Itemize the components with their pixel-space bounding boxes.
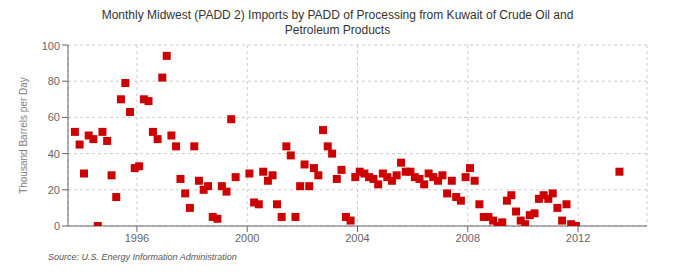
svg-text:80: 80: [48, 75, 60, 87]
svg-text:2000: 2000: [235, 232, 259, 244]
html-text:Petroleum Products: Petroleum Products: [284, 23, 391, 37]
svg-text:2008: 2008: [456, 232, 480, 244]
svg-text:2012: 2012: [566, 232, 590, 244]
svg-text:Thousand Barrels per Day: Thousand Barrels per Day: [18, 77, 29, 194]
html-text:Source: U.S. Energy Informatio: Source: U.S. Energy Information Administ…: [48, 252, 237, 262]
svg-text:0: 0: [54, 220, 60, 232]
svg-text:20: 20: [48, 184, 60, 196]
svg-text:60: 60: [48, 111, 60, 123]
svg-text:100: 100: [42, 40, 60, 52]
html-text:Monthly Midwest (PADD 2) Impor: Monthly Midwest (PADD 2) Imports by PADD…: [101, 8, 574, 22]
svg-text:1996: 1996: [125, 232, 149, 244]
svg-text:40: 40: [48, 148, 60, 160]
svg-text:2004: 2004: [345, 232, 369, 244]
